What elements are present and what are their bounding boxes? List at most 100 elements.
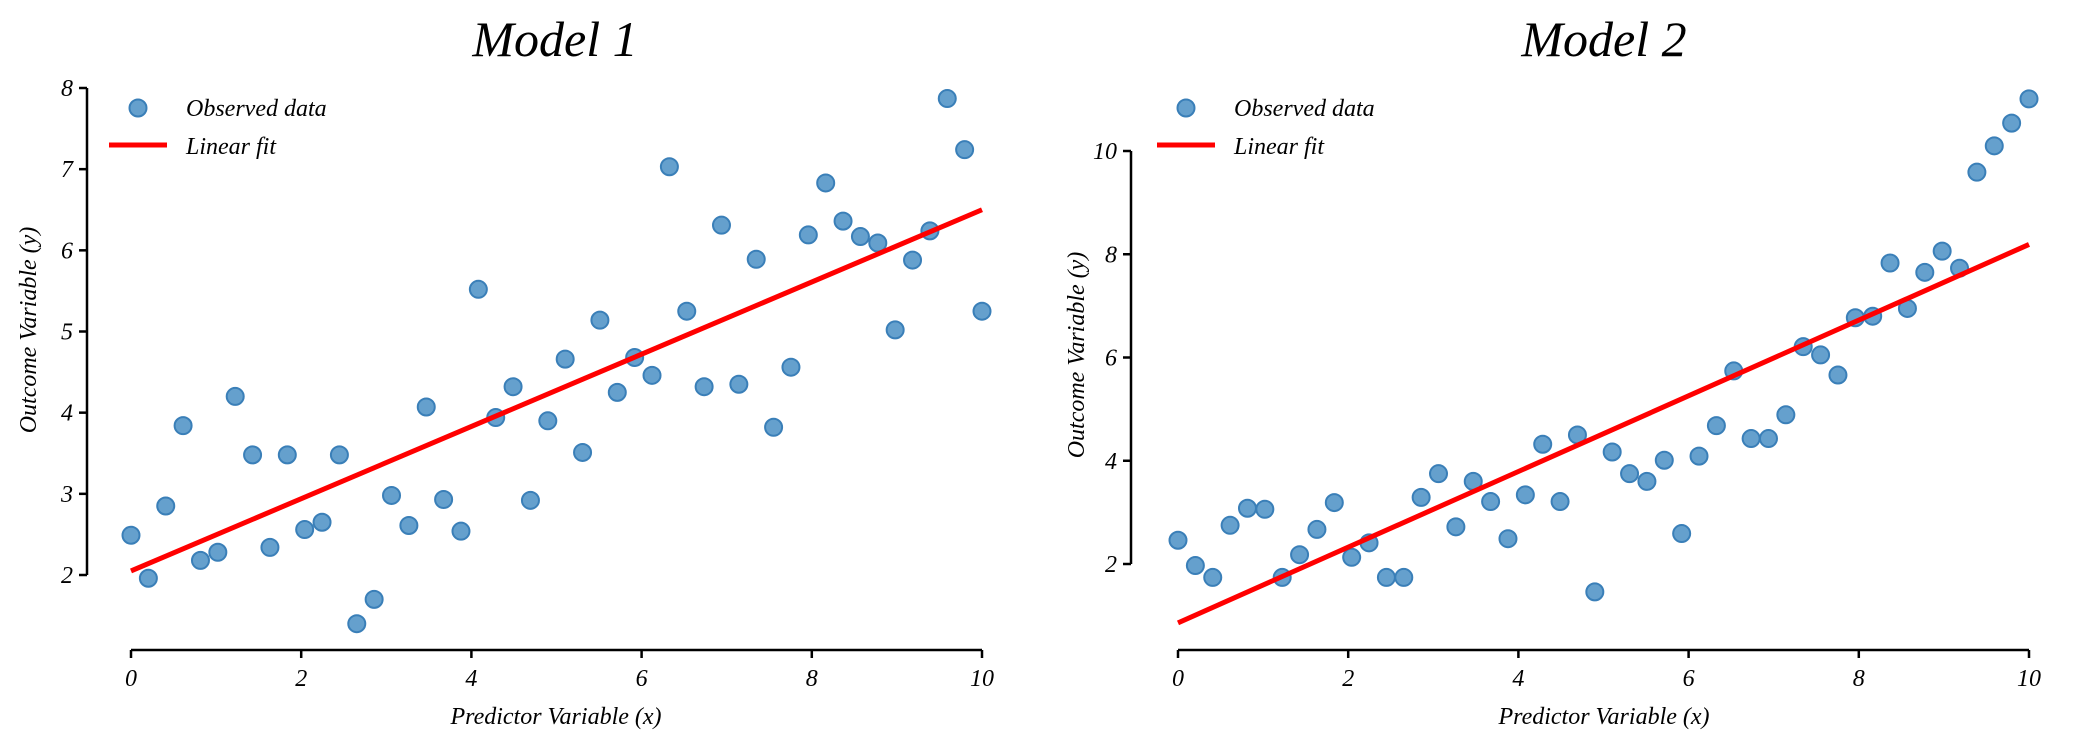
data-point xyxy=(1168,530,1188,550)
data-point xyxy=(468,279,488,299)
model-1-legend: Observed data Linear fit xyxy=(109,96,327,160)
x-tick-label: 6 xyxy=(636,666,648,692)
model-1-x-ticks: 0 2 4 6 8 10 xyxy=(125,650,994,692)
legend-observed-marker-icon xyxy=(1176,98,1196,118)
y-tick-label: 7 xyxy=(61,157,74,183)
x-tick-label: 2 xyxy=(295,666,307,692)
data-point xyxy=(1324,493,1344,513)
y-tick-label: 2 xyxy=(1105,552,1117,578)
y-tick-label: 4 xyxy=(61,401,73,427)
data-point xyxy=(972,301,992,321)
data-point xyxy=(1255,499,1275,519)
data-point xyxy=(1203,567,1223,587)
data-point xyxy=(573,442,593,462)
data-point xyxy=(659,157,679,177)
data-point xyxy=(1828,365,1848,385)
data-point xyxy=(1620,464,1640,484)
data-point xyxy=(2019,89,2039,109)
data-point xyxy=(1689,446,1709,466)
data-point xyxy=(677,301,697,321)
data-point xyxy=(903,250,923,270)
data-point xyxy=(937,89,957,109)
data-point xyxy=(190,550,210,570)
data-point xyxy=(1446,517,1466,537)
data-point xyxy=(590,310,610,330)
data-point xyxy=(1602,442,1622,462)
data-point xyxy=(1811,345,1831,365)
data-point xyxy=(1290,545,1310,565)
data-point xyxy=(711,215,731,235)
data-point xyxy=(694,377,714,397)
data-point xyxy=(1758,429,1778,449)
data-point xyxy=(1237,498,1257,518)
data-point xyxy=(312,512,332,532)
data-point xyxy=(1185,556,1205,576)
data-point xyxy=(1376,567,1396,587)
data-point xyxy=(1637,471,1657,491)
model-2-x-axis-label: Predictor Variable (x) xyxy=(1497,704,1709,730)
y-tick-label: 8 xyxy=(1105,242,1117,268)
data-point xyxy=(1984,136,2004,156)
data-point xyxy=(1550,492,1570,512)
data-point xyxy=(243,445,263,465)
y-tick-label: 5 xyxy=(61,320,73,346)
x-tick-label: 0 xyxy=(1172,666,1184,692)
data-point xyxy=(1481,492,1501,512)
data-point xyxy=(225,386,245,406)
data-point xyxy=(729,374,749,394)
data-point xyxy=(1342,547,1362,567)
data-point xyxy=(434,490,454,510)
data-point xyxy=(277,445,297,465)
y-tick-label: 10 xyxy=(1093,139,1117,165)
data-point xyxy=(1880,253,1900,273)
data-point xyxy=(520,490,540,510)
model-2-y-axis-label: Outcome Variable (y) xyxy=(1064,252,1090,459)
data-point xyxy=(1498,529,1518,549)
data-point xyxy=(1220,515,1240,535)
data-point xyxy=(1967,162,1987,182)
data-point xyxy=(1411,487,1431,507)
data-point xyxy=(1533,434,1553,454)
data-point xyxy=(451,521,471,541)
x-tick-label: 6 xyxy=(1683,666,1695,692)
x-tick-label: 4 xyxy=(465,666,477,692)
data-point xyxy=(382,485,402,505)
x-tick-label: 10 xyxy=(2017,666,2041,692)
model-2-linear-fit-line xyxy=(1176,242,2031,626)
data-point xyxy=(347,614,367,634)
data-point xyxy=(1915,262,1935,282)
model-2-legend: Observed data Linear fit xyxy=(1157,96,1375,160)
data-point xyxy=(764,417,784,437)
model-1-panel: Model 1 Predictor Variable (x) Outcome V… xyxy=(16,11,994,730)
x-tick-label: 10 xyxy=(970,666,994,692)
y-tick-label: 8 xyxy=(61,76,73,102)
data-point xyxy=(607,382,627,402)
model-1-linear-fit-line xyxy=(130,207,983,574)
data-point xyxy=(208,542,228,562)
model-2-observed-points xyxy=(1168,89,2039,602)
x-tick-label: 0 xyxy=(125,666,137,692)
data-point xyxy=(295,520,315,540)
data-point xyxy=(2002,113,2022,133)
data-point xyxy=(538,411,558,431)
model-1-title: Model 1 xyxy=(471,11,637,67)
data-point xyxy=(121,525,141,545)
data-point xyxy=(364,589,384,609)
x-tick-label: 2 xyxy=(1342,666,1354,692)
y-tick-label: 6 xyxy=(61,238,73,264)
x-tick-label: 4 xyxy=(1512,666,1524,692)
x-tick-label: 8 xyxy=(806,666,818,692)
legend-observed-label: Observed data xyxy=(186,96,327,122)
data-point xyxy=(1776,405,1796,425)
data-point xyxy=(955,140,975,160)
data-point xyxy=(1515,485,1535,505)
model-2-title: Model 2 xyxy=(1520,11,1686,67)
data-point xyxy=(833,211,853,231)
data-point xyxy=(885,320,905,340)
data-point xyxy=(503,377,523,397)
model-1-x-axis-label: Predictor Variable (x) xyxy=(449,704,661,730)
data-point xyxy=(798,225,818,245)
y-tick-label: 2 xyxy=(61,563,73,589)
data-point xyxy=(156,496,176,516)
data-point xyxy=(816,173,836,193)
